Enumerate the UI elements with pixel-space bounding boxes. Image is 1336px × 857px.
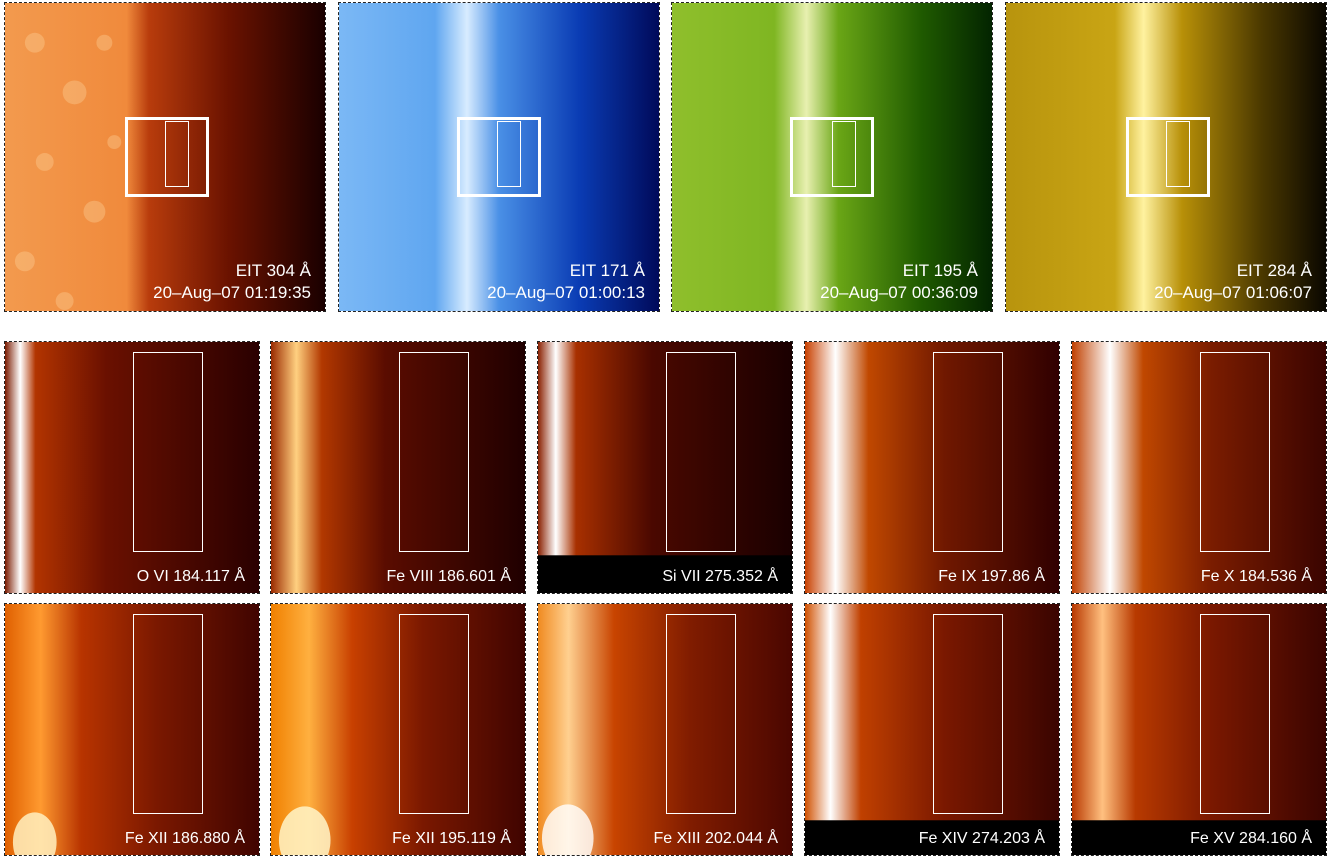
eit-panel-304: EIT 304 Å 20–Aug–07 01:19:35 [4, 2, 326, 312]
slit-raster-box [832, 121, 856, 187]
eit-panel-title: EIT 304 Å [235, 261, 311, 280]
eis-panel-fe-viii-186: Fe VIII 186.601 Å [270, 341, 526, 594]
eit-panel-time: 20–Aug–07 01:19:35 [153, 283, 311, 302]
eis-panel-fe-xiv-274: Fe XIV 274.203 Å [804, 603, 1060, 856]
eis-line-label: Fe XIII 202.044 Å [653, 830, 778, 847]
eis-panel-fe-xii-186: Fe XII 186.880 Å [4, 603, 260, 856]
eis-raster-image [5, 604, 259, 855]
eis-line-label: Si VII 275.352 Å [662, 568, 778, 585]
eit-panel-title: EIT 195 Å [902, 261, 978, 280]
eit-171-image [339, 3, 659, 311]
eit-panel-171: EIT 171 Å 20–Aug–07 01:00:13 [338, 2, 660, 312]
slit-raster-box [1200, 352, 1270, 552]
eis-panel-fe-xv-284: Fe XV 284.160 Å [1071, 603, 1327, 856]
eit-panel-title: EIT 284 Å [1236, 261, 1312, 280]
eit-panel-time: 20–Aug–07 01:00:13 [487, 283, 645, 302]
eis-raster-image [805, 604, 1059, 855]
context-box [457, 117, 541, 197]
eis-line-label: Fe XII 186.880 Å [124, 830, 245, 847]
eis-panel-fe-xii-195: Fe XII 195.119 Å [270, 603, 526, 856]
eis-line-label: Fe XV 284.160 Å [1190, 830, 1312, 847]
slit-raster-box [1166, 121, 1190, 187]
slit-raster-box [399, 352, 469, 552]
context-box [1126, 117, 1210, 197]
eis-line-label: Fe IX 197.86 Å [938, 568, 1045, 585]
eit-panel-title: EIT 171 Å [569, 261, 645, 280]
slit-raster-box [666, 614, 736, 814]
slit-raster-box [133, 352, 203, 552]
slit-raster-box [933, 614, 1003, 814]
eis-raster-image [538, 604, 792, 855]
slit-raster-box [666, 352, 736, 552]
slit-raster-box [497, 121, 521, 187]
eit-panel-time: 20–Aug–07 00:36:09 [820, 283, 978, 302]
eis-raster-image [271, 604, 525, 855]
slit-raster-box [399, 614, 469, 814]
eis-line-label: O VI 184.117 Å [136, 568, 245, 585]
eis-raster-image [1072, 604, 1326, 855]
eis-line-label: Fe XIV 274.203 Å [918, 830, 1045, 847]
eis-raster-image [805, 342, 1059, 593]
eis-panel-fe-ix-197: Fe IX 197.86 Å [804, 341, 1060, 594]
eis-raster-image [1072, 342, 1326, 593]
eis-raster-image [5, 342, 259, 593]
context-box [790, 117, 874, 197]
slit-raster-box [133, 614, 203, 814]
eis-panel-si-vii-275: Si VII 275.352 Å [537, 341, 793, 594]
eis-panel-fe-xiii-202: Fe XIII 202.044 Å [537, 603, 793, 856]
eis-raster-image [271, 342, 525, 593]
slit-raster-box [165, 121, 189, 187]
eis-panel-fe-x-184: Fe X 184.536 Å [1071, 341, 1327, 594]
eis-line-label: Fe XII 195.119 Å [392, 830, 511, 847]
eit-panel-195: EIT 195 Å 20–Aug–07 00:36:09 [671, 2, 993, 312]
slit-raster-box [933, 352, 1003, 552]
eis-line-label: Fe X 184.536 Å [1200, 568, 1312, 585]
eis-panel-o-vi-184: O VI 184.117 Å [4, 341, 260, 594]
eit-304-image [5, 3, 325, 311]
eis-line-label: Fe VIII 186.601 Å [386, 568, 511, 585]
eis-raster-image [538, 342, 792, 593]
slit-raster-box [1200, 614, 1270, 814]
context-box [125, 117, 209, 197]
eit-panel-time: 20–Aug–07 01:06:07 [1154, 283, 1312, 302]
eit-panel-284: EIT 284 Å 20–Aug–07 01:06:07 [1005, 2, 1327, 312]
